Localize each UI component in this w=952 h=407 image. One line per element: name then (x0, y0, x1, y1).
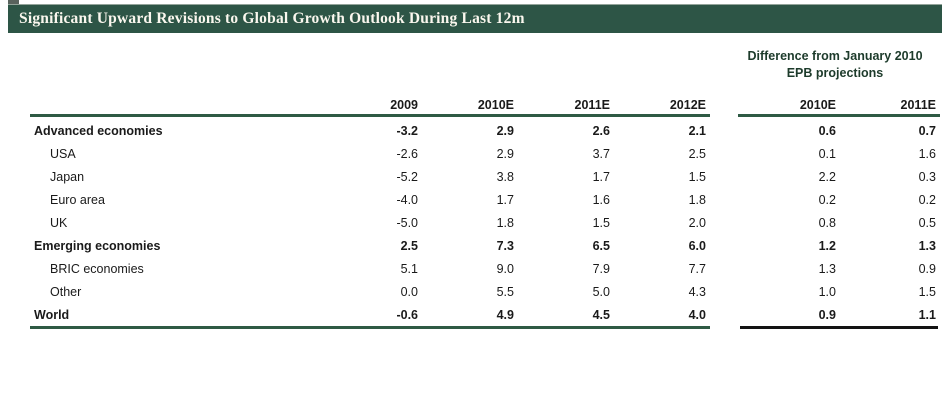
cell-diff-value: 0.5 (918, 215, 936, 230)
cell-value: 1.8 (688, 192, 706, 207)
cell-diff-value: 0.2 (918, 192, 936, 207)
row-label: USA (50, 146, 76, 161)
row-label: Emerging economies (34, 238, 161, 253)
cell-value: 7.9 (592, 261, 610, 276)
cell-diff-value: 1.5 (918, 284, 936, 299)
titlebar-corner-notch (8, 0, 19, 6)
cell-value: 0.0 (400, 284, 418, 299)
cell-value: 1.8 (496, 215, 514, 230)
cell-diff-value: 0.2 (818, 192, 836, 207)
cell-value: 2.9 (496, 146, 514, 161)
table-body: Advanced economies -3.2 2.9 2.6 2.1 0.6 0.7 USA… (30, 119, 936, 326)
difference-header-line2: EPB projections (786, 66, 884, 80)
cell-value: -3.2 (396, 123, 418, 138)
cell-value: -0.6 (396, 307, 418, 322)
report-title: Significant Upward Revisions to Global G… (19, 10, 525, 27)
cell-value: 2.5 (688, 146, 706, 161)
cell-diff-value: 1.6 (918, 146, 936, 161)
column-header-2010e: 2010E (477, 98, 514, 112)
row-label: BRIC economies (50, 261, 144, 276)
cell-value: 2.6 (592, 123, 610, 138)
table-row: Japan -5.2 3.8 1.7 1.5 2.2 0.3 (30, 165, 936, 188)
cell-value: 3.8 (496, 169, 514, 184)
cell-diff-value: 1.0 (818, 284, 836, 299)
cell-diff-value: 1.1 (918, 307, 936, 322)
column-header-2011e: 2011E (574, 98, 610, 112)
cell-diff-value: 0.6 (818, 123, 836, 138)
diff-section-bottom-rule (740, 326, 938, 329)
cell-value: 9.0 (496, 261, 514, 276)
table-row: BRIC economies 5.1 9.0 7.9 7.7 1.3 0.9 (30, 257, 936, 280)
difference-section-header: Difference from January 2010 EPB project… (726, 48, 944, 82)
report-title-bar: Significant Upward Revisions to Global G… (8, 4, 942, 33)
row-label: World (34, 307, 70, 322)
cell-value: 1.7 (496, 192, 514, 207)
diff-column-header-2011e: 2011E (900, 98, 936, 112)
cell-diff-value: 0.9 (918, 261, 936, 276)
diff-section-header-rule (738, 114, 940, 117)
row-label: Other (50, 284, 82, 299)
table-column-header-row: 2009 2010E 2011E 2012E 2010E 2011E (30, 90, 936, 112)
cell-diff-value: 0.8 (818, 215, 836, 230)
cell-value: 2.1 (688, 123, 706, 138)
cell-diff-value: 0.1 (818, 146, 836, 161)
main-table-bottom-rule (30, 326, 710, 329)
cell-value: 7.3 (496, 238, 514, 253)
cell-value: 5.0 (592, 284, 610, 299)
column-header-2012e: 2012E (669, 98, 706, 112)
diff-column-header-2010e: 2010E (799, 98, 836, 112)
cell-value: 1.7 (592, 169, 610, 184)
cell-value: -2.6 (396, 146, 418, 161)
table-row: USA -2.6 2.9 3.7 2.5 0.1 1.6 (30, 142, 936, 165)
cell-value: 2.9 (496, 123, 514, 138)
cell-value: 6.5 (592, 238, 610, 253)
cell-diff-value: 0.9 (818, 307, 836, 322)
cell-diff-value: 1.2 (818, 238, 836, 253)
cell-value: 1.5 (688, 169, 706, 184)
cell-value: 5.5 (496, 284, 514, 299)
cell-diff-value: 1.3 (818, 261, 836, 276)
column-header-2009: 2009 (390, 98, 418, 112)
row-label: Euro area (50, 192, 105, 207)
table-row: Euro area -4.0 1.7 1.6 1.8 0.2 0.2 (30, 188, 936, 211)
cell-value: -5.2 (396, 169, 418, 184)
cell-value: 1.6 (592, 192, 610, 207)
table-row: World -0.6 4.9 4.5 4.0 0.9 1.1 (30, 303, 936, 326)
main-table-header-rule (30, 114, 710, 117)
cell-value: 7.7 (688, 261, 706, 276)
cell-value: 6.0 (688, 238, 706, 253)
row-label: UK (50, 215, 68, 230)
cell-value: 4.3 (688, 284, 706, 299)
cell-value: 4.9 (496, 307, 514, 322)
cell-value: 1.5 (592, 215, 610, 230)
cell-diff-value: 1.3 (918, 238, 936, 253)
cell-value: 2.0 (688, 215, 706, 230)
cell-value: 3.7 (592, 146, 610, 161)
difference-header-line1: Difference from January 2010 (747, 49, 923, 63)
cell-diff-value: 0.3 (918, 169, 936, 184)
table-row: Other 0.0 5.5 5.0 4.3 1.0 1.5 (30, 280, 936, 303)
cell-value: 5.1 (400, 261, 418, 276)
cell-value: 4.5 (592, 307, 610, 322)
cell-diff-value: 2.2 (818, 169, 836, 184)
cell-diff-value: 0.7 (918, 123, 936, 138)
cell-value: -5.0 (396, 215, 418, 230)
table-row: Emerging economies 2.5 7.3 6.5 6.0 1.2 1.3 (30, 234, 936, 257)
table-row: Advanced economies -3.2 2.9 2.6 2.1 0.6 0.7 (30, 119, 936, 142)
row-label: Advanced economies (34, 123, 163, 138)
row-label: Japan (50, 169, 85, 184)
cell-value: 2.5 (400, 238, 418, 253)
cell-value: -4.0 (396, 192, 418, 207)
table-row: UK -5.0 1.8 1.5 2.0 0.8 0.5 (30, 211, 936, 234)
cell-value: 4.0 (688, 307, 706, 322)
